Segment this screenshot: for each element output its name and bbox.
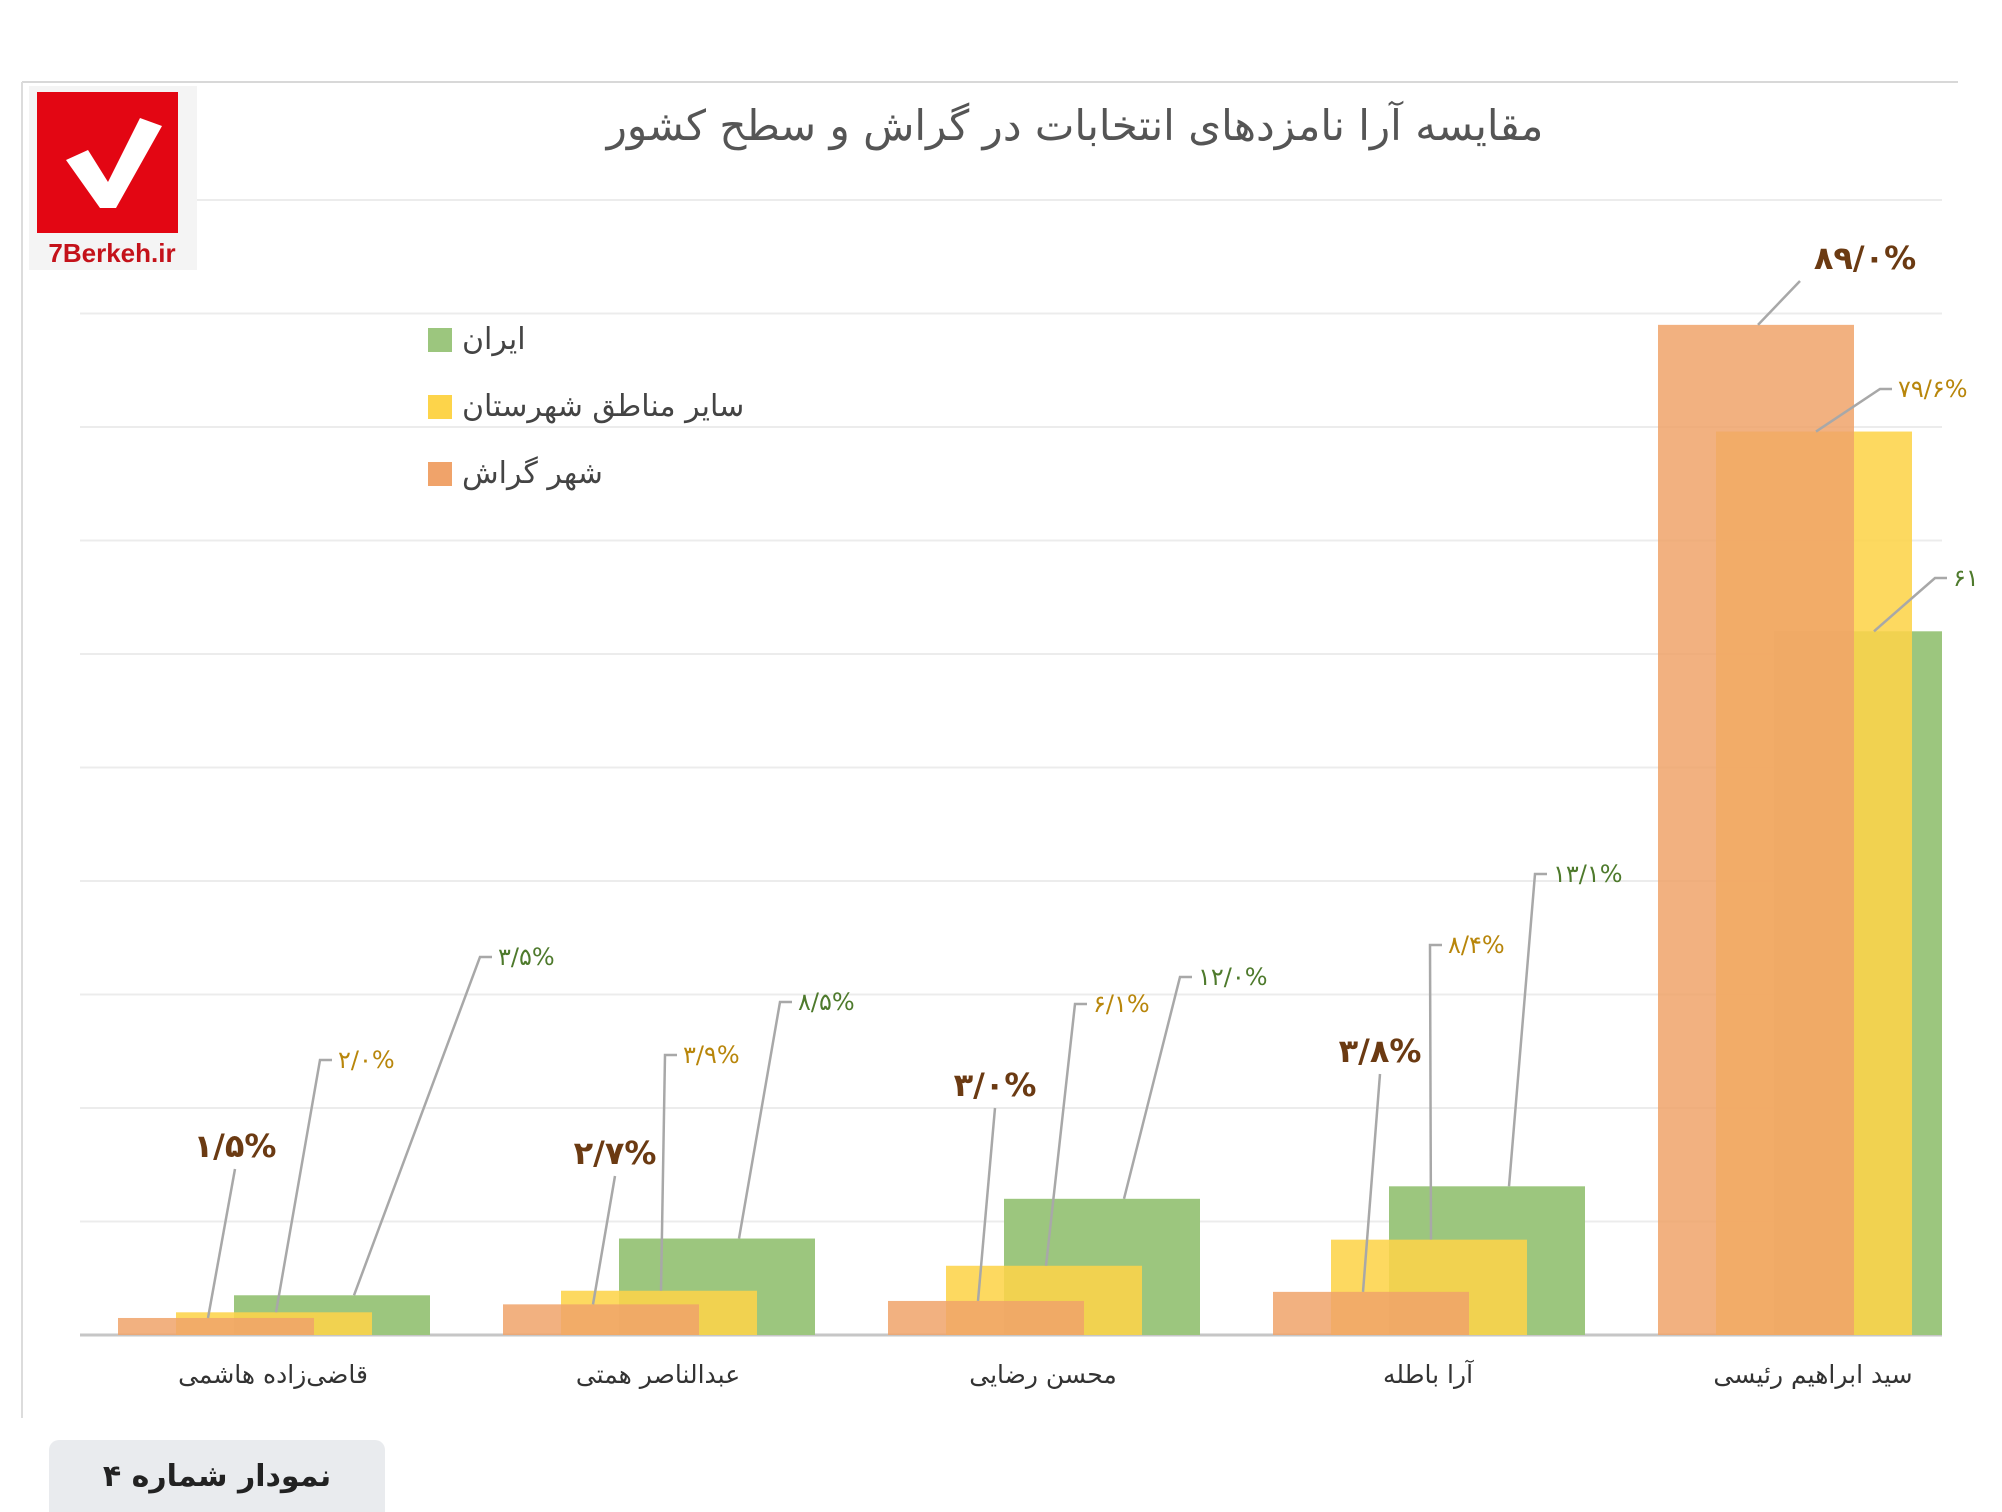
legend-swatch-county — [428, 395, 452, 419]
bar — [1658, 324, 1854, 1336]
leader-line — [1428, 943, 1442, 1240]
category-label: سید ابراهیم رئیسی — [1713, 1360, 1912, 1390]
bar — [503, 1304, 699, 1335]
leader-line — [1757, 280, 1801, 326]
data-label: ۳/۹% — [683, 1041, 740, 1069]
data-label: ۲/۰% — [338, 1046, 395, 1074]
data-label: ۱۲/۰% — [1198, 963, 1268, 991]
bar — [1273, 1291, 1469, 1335]
checkmark-icon — [66, 118, 162, 208]
leader-line — [737, 1000, 792, 1239]
category-label: عبدالناصر همتی — [576, 1360, 740, 1389]
bars-group — [118, 324, 1942, 1336]
data-label: ۳/۰% — [954, 1066, 1037, 1104]
data-label: ۸/۵% — [798, 988, 855, 1016]
data-label: ۸۹/۰% — [1814, 239, 1916, 277]
legend-swatch-iran — [428, 328, 452, 352]
data-labels: ۱/۵% ۲/۷% ۳/۰% ۳/۸% ۸۹/۰% ۲/۰% ۳/۹% ۶/۱% ۸/۴% ۷۹/… — [194, 239, 1979, 1172]
leader-line — [1361, 1073, 1382, 1292]
leader-line — [1122, 975, 1192, 1200]
category-label: محسن رضایی — [969, 1360, 1117, 1389]
data-label: ۱/۵% — [194, 1127, 277, 1165]
logo-red-square — [37, 92, 178, 233]
leader-line — [352, 955, 492, 1296]
legend-label-iran: ایران — [462, 322, 526, 357]
category-labels: قاضی‌زاده هاشمی عبدالناصر همتی محسن رضایی آ… — [178, 1359, 1913, 1390]
data-label: ۲/۷% — [574, 1134, 657, 1172]
data-label: ۳/۸% — [1339, 1032, 1422, 1070]
leader-line — [1815, 387, 1892, 433]
bar — [118, 1317, 314, 1335]
leader-line — [1507, 872, 1547, 1187]
logo-site-name: 7Berkeh.ir — [48, 238, 175, 268]
leader-lines — [206, 280, 1947, 1319]
legend: ایران سایر مناطق شهرستان شهر گراش — [428, 322, 744, 491]
leader-line — [1873, 576, 1947, 633]
leader-line — [206, 1168, 237, 1319]
category-label: آرا باطله — [1383, 1359, 1474, 1389]
category-label: قاضی‌زاده هاشمی — [178, 1360, 368, 1389]
bar — [888, 1300, 1084, 1335]
data-label: ۱۳/۱% — [1553, 860, 1623, 888]
legend-swatch-gerash — [428, 462, 452, 486]
legend-label-gerash: شهر گراش — [462, 456, 603, 491]
data-label: ۳/۵% — [498, 943, 555, 971]
leader-line — [591, 1175, 617, 1305]
site-logo[interactable]: 7Berkeh.ir — [29, 86, 197, 270]
data-label: ۸/۴% — [1448, 931, 1505, 959]
data-label: ۶/۱% — [1093, 990, 1150, 1018]
chart-title: مقایسه آرا نامزدهای انتخابات در گراش و س… — [605, 100, 1544, 151]
chart-number-tab: نمودار شماره ۴ — [49, 1440, 385, 1512]
leader-line — [659, 1053, 677, 1291]
leader-line — [274, 1058, 332, 1313]
leader-line — [1044, 1002, 1087, 1266]
leader-line — [976, 1107, 997, 1302]
data-label: ۶۱ — [1953, 564, 1979, 592]
legend-label-county: سایر مناطق شهرستان — [462, 389, 744, 424]
data-label: ۷۹/۶% — [1898, 375, 1968, 403]
